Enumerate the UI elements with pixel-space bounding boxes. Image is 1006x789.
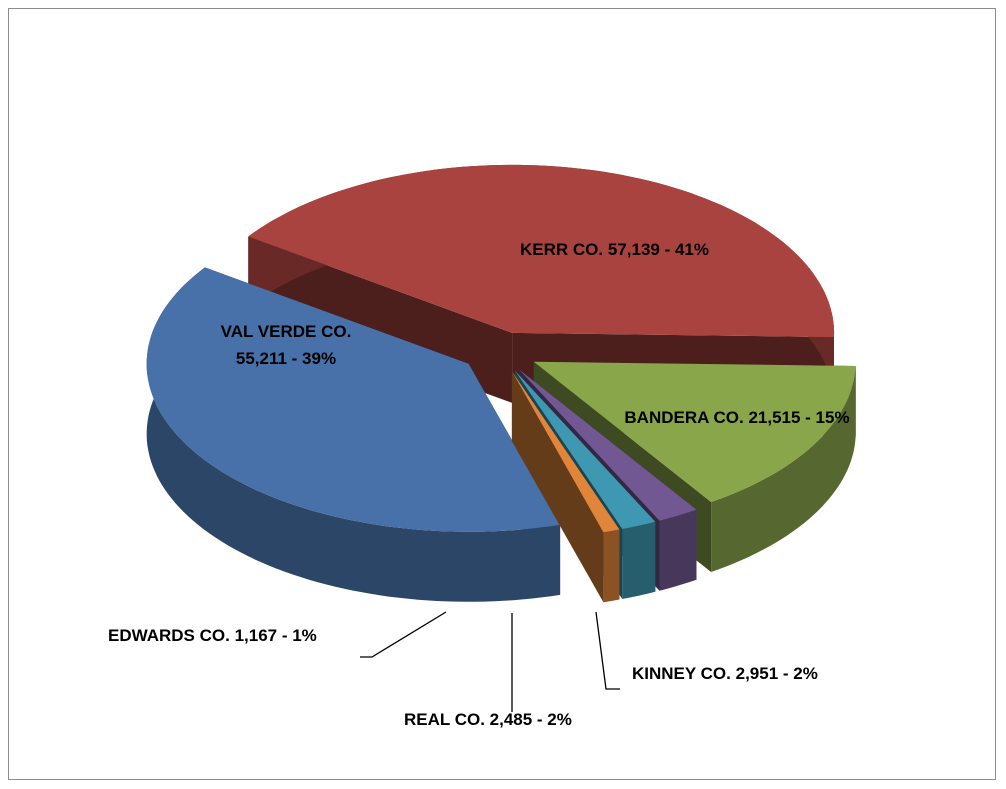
value-label: 2,951 - 2% [735,664,818,683]
slice-side [511,371,604,603]
slice-top [146,267,561,532]
chart-frame [8,8,996,780]
leader-line [360,611,447,658]
category-name: KERR CO. [520,240,604,259]
slice-top [248,164,835,338]
leader-line [595,611,620,690]
category-name: REAL CO. [404,710,485,729]
slice-wall [146,267,561,602]
slice-wall [711,366,856,572]
data-label: KERR CO. 57,139 - 41% [520,236,840,263]
value-label: 55,211 - 39% [235,349,337,368]
data-label: VAL VERDE CO. 55,211 - 39% [196,318,376,372]
slice-wall [603,529,620,603]
category-name: KINNEY CO. [632,664,731,683]
category-name: BANDERA CO. [624,408,744,427]
data-label: BANDERA CO. 21,515 - 15% [612,404,862,431]
pie-slice [146,267,561,602]
value-label: 1,167 - 1% [234,626,317,645]
data-label: KINNEY CO. 2,951 - 2% [632,660,952,687]
slice-wall [622,521,656,599]
value-label: 2,485 - 2% [489,710,572,729]
slice-top [514,370,656,529]
slices [146,164,856,603]
slice-top [511,371,620,533]
value-label: 21,515 - 15% [748,408,850,427]
data-label: REAL CO. 2,485 - 2% [404,706,724,733]
leader-lines [360,611,620,712]
data-label: EDWARDS CO. 1,167 - 1% [108,622,428,649]
slice-top [533,361,856,502]
category-name: EDWARDS CO. [108,626,230,645]
slice-top [519,369,697,521]
pie-slice [511,371,620,603]
value-label: 57,139 - 41% [607,240,709,259]
category-name: VAL VERDE CO. [220,322,352,341]
slice-wall [659,509,697,591]
